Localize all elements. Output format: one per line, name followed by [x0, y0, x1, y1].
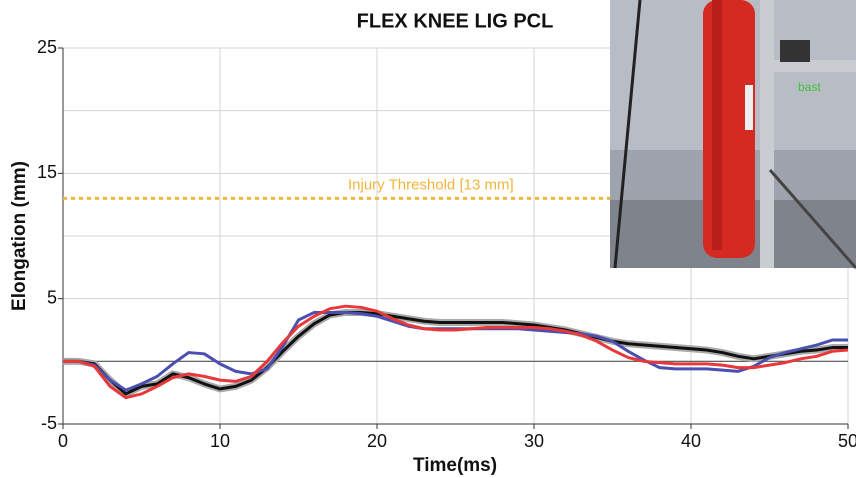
- y-axis-label: Elongation (mm): [9, 161, 30, 311]
- x-tick-label: 30: [524, 431, 544, 451]
- chart-title: FLEX KNEE LIG PCL: [357, 10, 554, 32]
- x-tick-label: 50: [838, 431, 856, 451]
- x-axis-label: Time(ms): [413, 455, 497, 476]
- x-tick-label: 0: [58, 431, 68, 451]
- x-tick-label: 10: [210, 431, 230, 451]
- series-line: [63, 310, 848, 396]
- x-tick-label: 40: [681, 431, 701, 451]
- inset-photo: bast: [610, 0, 856, 269]
- y-tick-label: 25: [37, 37, 57, 57]
- x-tick-label: 20: [367, 431, 387, 451]
- series-line: [63, 304, 849, 400]
- photo-label: bast: [798, 80, 821, 94]
- y-tick-label: -5: [41, 413, 57, 433]
- threshold-label: Injury Threshold [13 mm]: [348, 176, 514, 193]
- y-tick-label: 5: [47, 287, 57, 307]
- y-tick-label: 15: [37, 162, 57, 182]
